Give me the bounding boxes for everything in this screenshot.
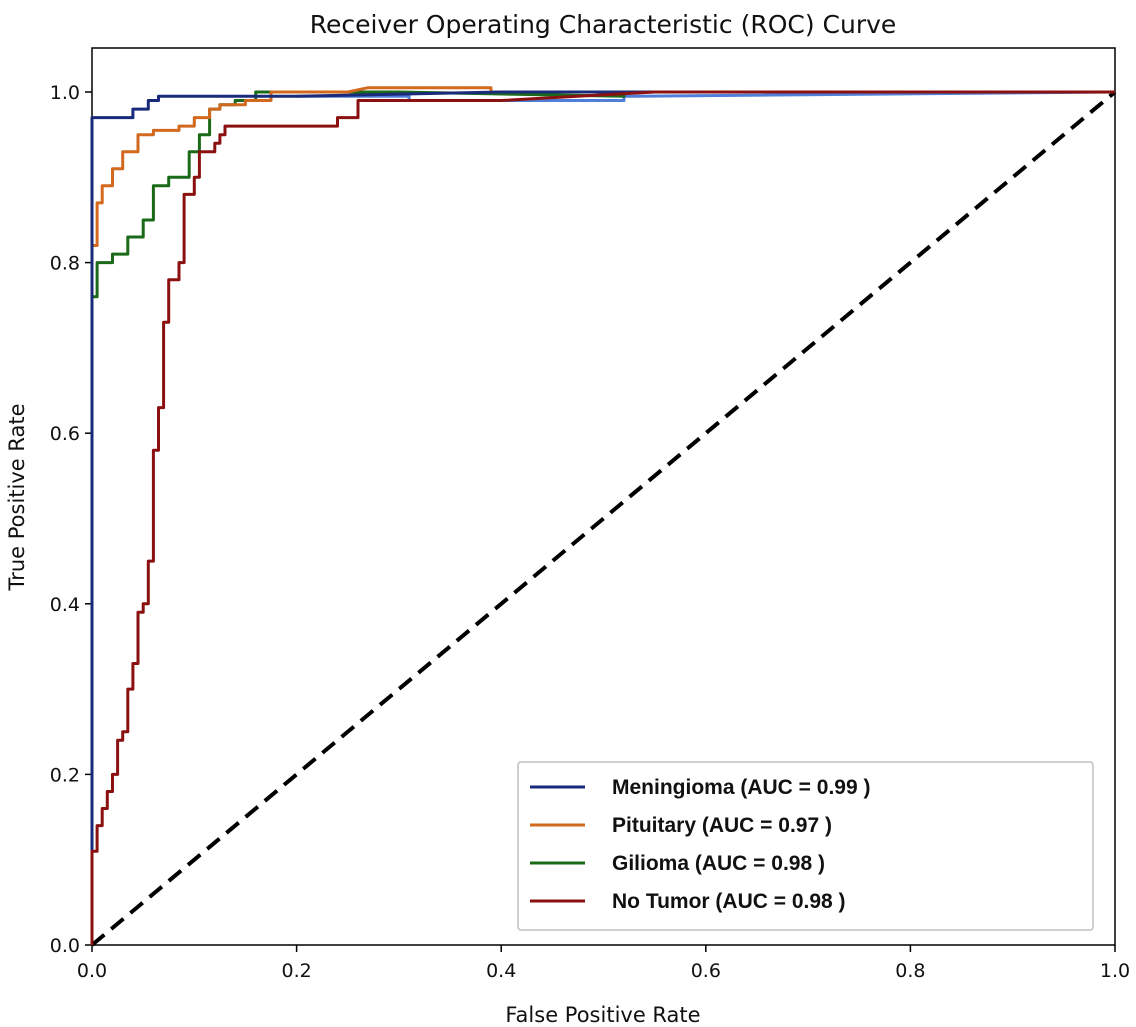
y-tick-label: 0.2 bbox=[50, 764, 80, 786]
series-layer bbox=[90, 86, 1117, 947]
legend-label: Pituitary (AUC = 0.97 ) bbox=[612, 814, 832, 837]
roc-curve-pituitary bbox=[90, 86, 1115, 945]
legend-entries: Meningioma (AUC = 0.99 ) Pituitary (AUC =… bbox=[530, 776, 870, 913]
roc-curve-no bbox=[90, 90, 1115, 945]
y-tick-label: 0.0 bbox=[50, 935, 80, 957]
y-tick-label: 0.4 bbox=[50, 594, 80, 616]
y-axis-ticks: 0.0 0.2 0.4 0.6 0.8 1.0 bbox=[50, 82, 92, 957]
legend-label: Gilioma (AUC = 0.98 ) bbox=[612, 852, 825, 875]
chance-diagonal-line bbox=[90, 90, 1117, 947]
y-tick-label: 0.8 bbox=[50, 253, 80, 275]
legend-label: No Tumor (AUC = 0.98 ) bbox=[612, 890, 846, 913]
x-tick-label: 0.0 bbox=[77, 960, 107, 982]
y-axis-label: True Positive Rate bbox=[5, 403, 29, 591]
legend: Meningioma (AUC = 0.99 ) Pituitary (AUC =… bbox=[517, 761, 1094, 931]
legend-label: Meningioma (AUC = 0.99 ) bbox=[612, 776, 870, 799]
x-axis-ticks: 0.0 0.2 0.4 0.6 0.8 1.0 bbox=[77, 945, 1130, 982]
x-tick-label: 0.6 bbox=[691, 960, 721, 982]
x-tick-label: 1.0 bbox=[1100, 960, 1130, 982]
chart-title: Receiver Operating Characteristic (ROC) … bbox=[310, 10, 897, 39]
x-tick-label: 0.4 bbox=[486, 960, 516, 982]
y-tick-label: 0.6 bbox=[50, 423, 80, 445]
y-tick-label: 1.0 bbox=[50, 82, 80, 104]
x-axis-label: False Positive Rate bbox=[505, 1003, 700, 1027]
x-tick-label: 0.2 bbox=[281, 960, 311, 982]
x-tick-label: 0.8 bbox=[895, 960, 925, 982]
roc-curve-gilioma bbox=[90, 90, 1115, 945]
legend-box bbox=[517, 761, 1094, 931]
